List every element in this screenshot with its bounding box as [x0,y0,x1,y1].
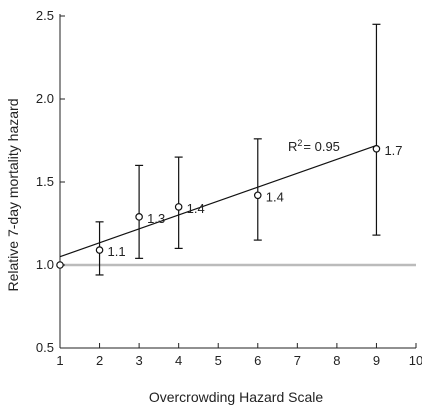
y-tick-label: 0.5 [36,340,54,355]
x-tick-label: 5 [215,353,222,368]
data-label: 1.7 [384,143,402,158]
y-tick-label: 2.0 [36,91,54,106]
y-axis-title: Relative 7-day mortality hazard [5,99,21,292]
data-point [174,203,183,211]
r2-base: R [288,139,297,154]
fit-layer [59,144,377,258]
r-squared-annotation: R2= 0.95 [288,138,340,154]
data-point [95,246,104,254]
data-point [372,145,381,153]
x-tick-label: 9 [373,353,380,368]
data-label: 1.3 [147,211,165,226]
data-label: 1.4 [187,201,205,216]
axes-layer: 0.5 1.0 1.5 2.0 2.5 1 2 3 4 5 6 7 8 9 10 [36,8,422,368]
y-tick-label: 2.5 [36,8,54,23]
x-tick-label: 3 [135,353,142,368]
x-tick-label: 8 [333,353,340,368]
fit-line [59,144,377,258]
points-layer: 1.1 1.3 1.4 1.4 1.7 [56,23,403,276]
r2-superscript: 2 [297,138,302,148]
data-label: 1.1 [108,244,126,259]
data-point [253,191,262,200]
r2-value: = 0.95 [303,139,340,154]
x-tick-label: 2 [96,353,103,368]
data-point [135,213,143,221]
x-tick-label: 4 [175,353,182,368]
data-point [56,261,64,269]
data-label: 1.4 [266,189,284,204]
y-tick-label: 1.0 [36,257,54,272]
x-tick-label: 10 [409,353,422,368]
x-axis-title: Overcrowding Hazard Scale [149,389,324,405]
x-tick-label: 7 [294,353,301,368]
x-tick-label: 6 [254,353,261,368]
x-tick-label: 1 [56,353,63,368]
y-tick-label: 1.5 [36,174,54,189]
